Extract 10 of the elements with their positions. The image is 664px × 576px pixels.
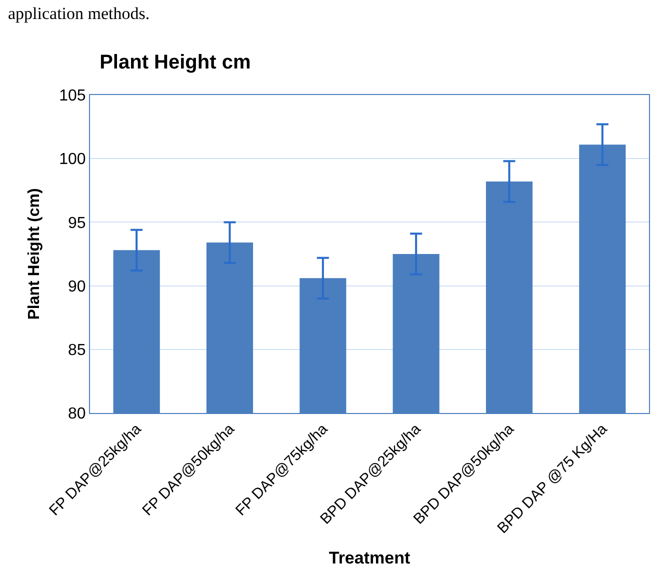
y-tick-label: 95 [68,214,86,232]
y-tick-label: 80 [68,406,86,423]
text: application methods. [8,4,150,23]
x-axis-title: Treatment [328,548,410,568]
y-tick-label: 85 [68,342,86,359]
chart-title: Plant Height cm [100,52,251,74]
y-tick-label: 100 [59,151,86,168]
y-tick-label: 105 [59,88,86,105]
y-tick-label: 90 [68,278,86,296]
y-axis-title: Plant Height (cm) [26,188,43,320]
